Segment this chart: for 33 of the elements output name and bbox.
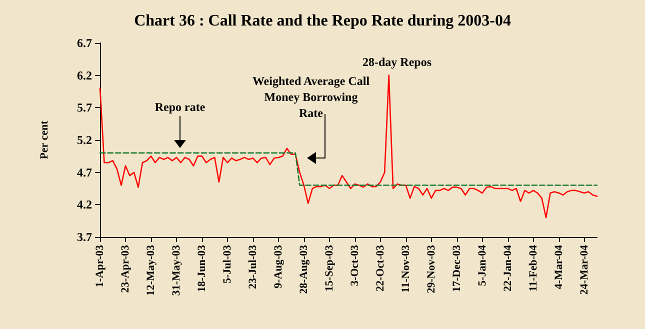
x-tick-label: 23-Apr-03: [119, 244, 132, 293]
x-tick-label: 1-Apr-03: [94, 244, 106, 288]
x-tick-label: 17-Dec-03: [450, 244, 463, 292]
y-tick-label: 6.2: [77, 68, 92, 82]
y-tick-label: 3.7: [77, 230, 92, 244]
x-tick-label: 3-Oct-03: [348, 244, 361, 286]
x-tick-label: 5-Jan-04: [476, 244, 488, 286]
x-tick-label: 24-Mar-04: [578, 244, 590, 295]
x-tick-label: 31-May-03: [170, 244, 182, 296]
y-tick-label: 4.7: [77, 165, 92, 180]
annotation: 28-day Repos: [362, 55, 432, 69]
x-tick-label: 9-Aug-03: [272, 244, 284, 288]
x-tick-label: 15-Sep-03: [323, 244, 336, 292]
y-tick-label: 6.7: [77, 36, 92, 50]
x-tick-label: 29-Nov-03: [425, 244, 438, 294]
y-axis-title: Per cent: [38, 120, 50, 160]
x-tick-label: 4-Mar-04: [552, 244, 565, 290]
x-tick-label: 18-Jun-03: [196, 244, 208, 292]
x-tick-label: 28-Aug-03: [298, 244, 310, 294]
x-tick-label: 11-Feb-04: [527, 244, 540, 292]
x-tick-label: 23-Jul-03: [246, 244, 259, 289]
x-tick-label: 22-Oct-03: [374, 244, 386, 292]
annotation: Repo rate: [154, 100, 206, 114]
x-tick-label: 12-May-03: [144, 244, 157, 296]
line-series: [99, 74, 598, 218]
x-tick-label: 5-Jul-03: [221, 244, 234, 284]
x-tick-label: 11-Nov-03: [400, 244, 412, 293]
y-tick-label: 5.7: [77, 100, 92, 115]
annotation: Weighted Average Call Money Borrowing Rate: [252, 74, 370, 120]
y-tick-label: 4.2: [77, 198, 92, 212]
y-tick-label: 5.2: [77, 133, 92, 147]
x-tick-label: 22-Jan-04: [502, 244, 514, 292]
chart-title: Chart 36 : Call Rate and the Repo Rate during 2003-04: [134, 12, 511, 30]
